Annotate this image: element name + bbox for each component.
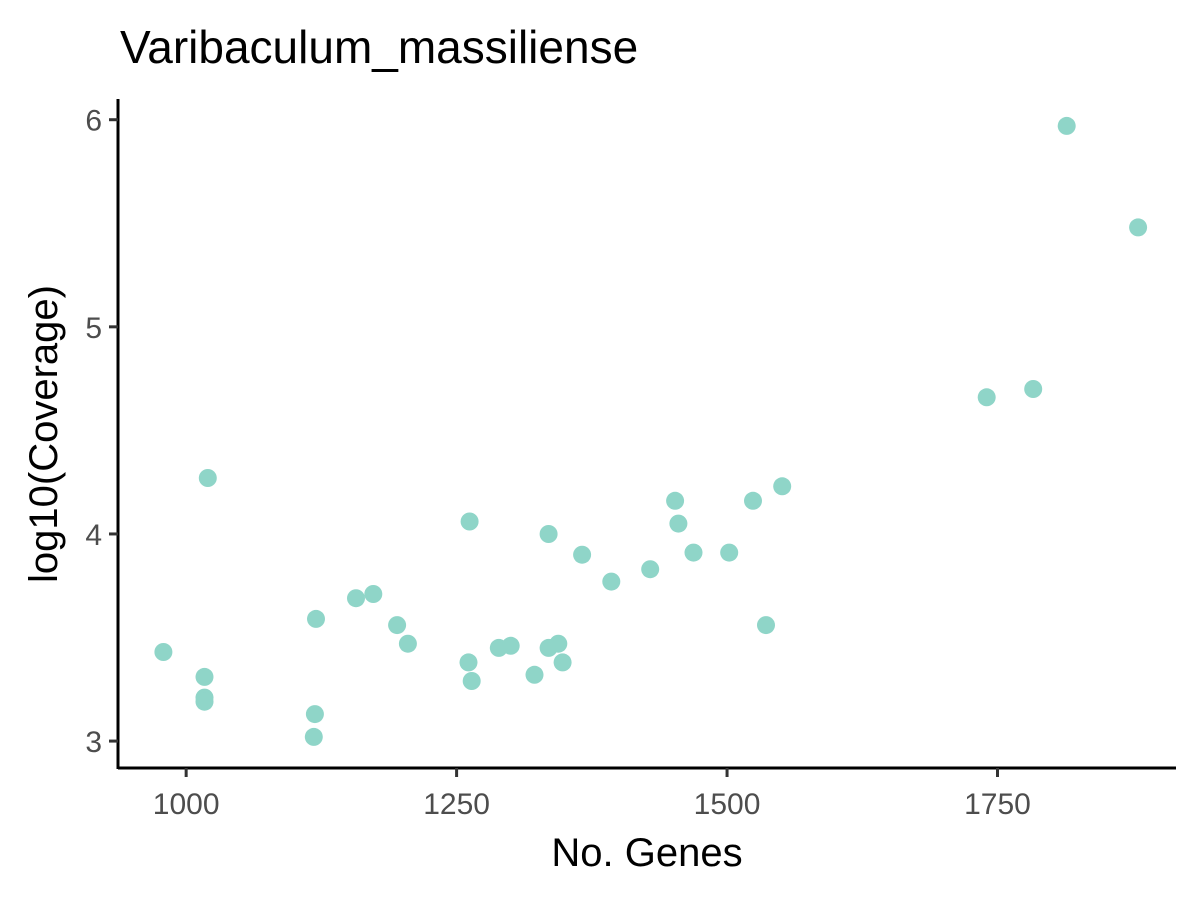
data-point [460, 512, 479, 531]
data-point [669, 514, 688, 533]
data-point [539, 525, 558, 543]
data-point [305, 705, 324, 724]
data-point [462, 672, 481, 690]
data-point [195, 692, 214, 711]
x-tick-label: 1250 [423, 788, 490, 821]
data-point [1024, 380, 1043, 398]
data-point [641, 560, 660, 579]
data-point [1129, 218, 1148, 237]
chart-title: Varibaculum_massiliense [120, 21, 638, 73]
y-axis-ticks: 3 4 5 6 [85, 105, 118, 759]
data-point [525, 665, 544, 684]
data-point [304, 727, 323, 746]
y-tick-label: 5 [85, 312, 102, 345]
data-point [573, 545, 592, 564]
x-tick-label: 1750 [964, 788, 1031, 821]
data-point [684, 543, 703, 562]
data-point [307, 609, 325, 628]
y-tick-label: 3 [85, 726, 102, 759]
y-tick-label: 6 [85, 105, 102, 138]
data-point [602, 572, 621, 591]
data-point [549, 634, 568, 653]
data-point [744, 491, 762, 510]
data-point [195, 667, 214, 686]
data-point [347, 589, 365, 608]
y-axis-label: log10(Coverage) [22, 285, 66, 583]
data-point [388, 616, 407, 635]
data-point [459, 653, 478, 672]
data-point [666, 491, 685, 510]
points-layer [154, 116, 1148, 746]
data-point [1057, 116, 1076, 135]
data-point [773, 477, 792, 496]
data-point [977, 388, 996, 407]
data-point [398, 634, 417, 653]
data-point [501, 636, 520, 655]
x-tick-label: 1500 [694, 788, 761, 821]
data-point [364, 585, 383, 603]
data-point [198, 469, 217, 487]
x-tick-label: 1000 [153, 788, 220, 821]
y-tick-label: 4 [85, 519, 102, 552]
data-point [154, 643, 173, 661]
data-point [720, 543, 739, 562]
x-axis-ticks: 1000 1250 1500 1750 [153, 768, 1031, 821]
data-point [757, 616, 775, 635]
data-point [553, 653, 572, 672]
x-axis-label: No. Genes [551, 831, 742, 875]
